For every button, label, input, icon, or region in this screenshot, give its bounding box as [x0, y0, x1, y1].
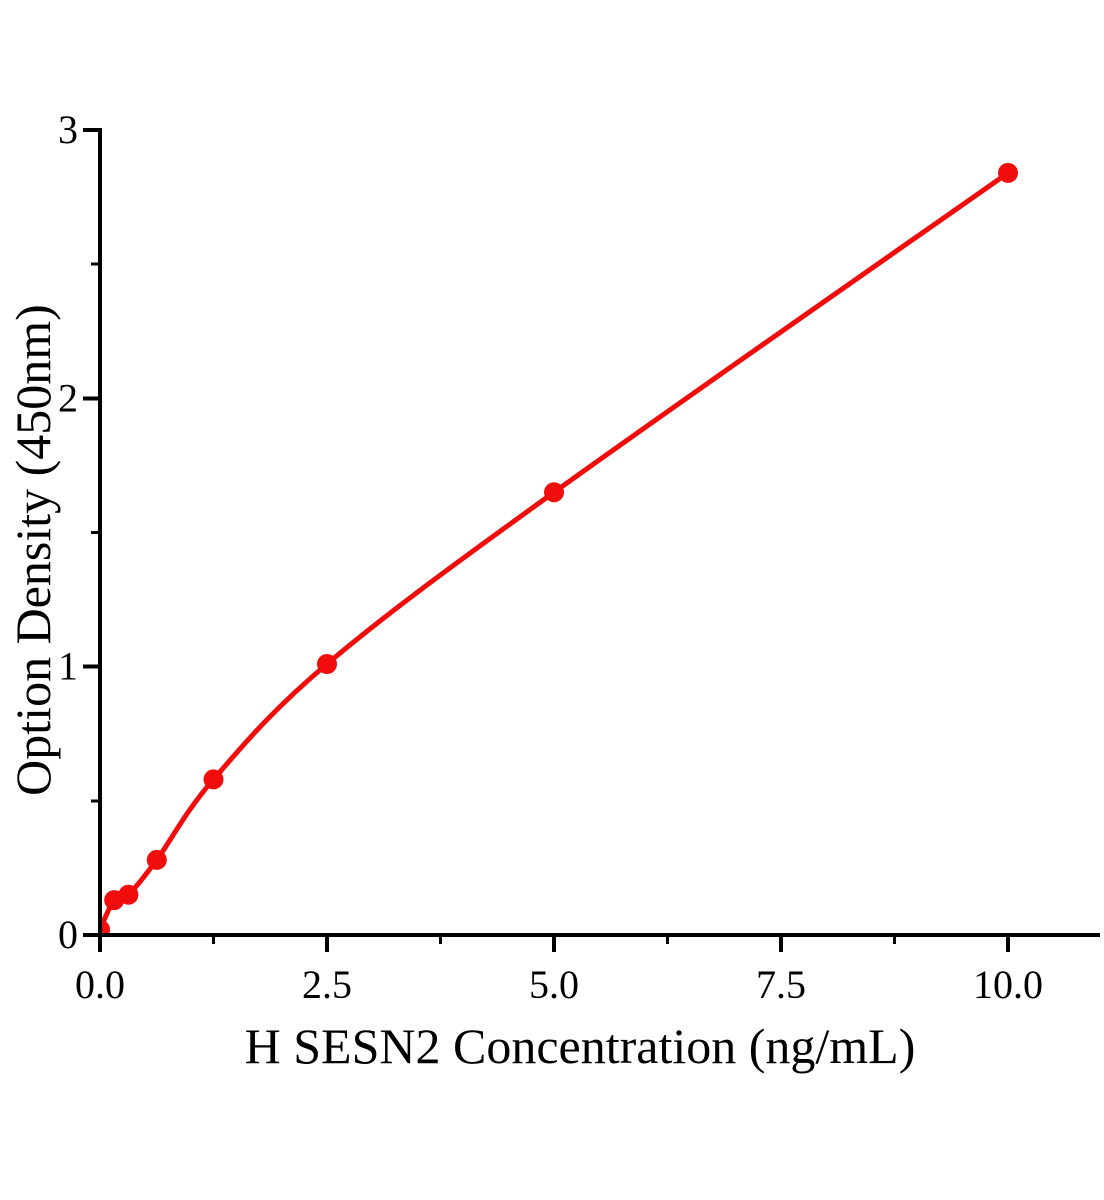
data-point-marker — [317, 654, 337, 674]
data-point-marker — [118, 884, 139, 905]
x-axis-tick-label: 5.0 — [529, 962, 579, 1007]
data-point-marker — [146, 849, 167, 870]
x-axis-tick-label: 7.5 — [756, 962, 806, 1007]
x-axis-tick-label: 2.5 — [302, 962, 352, 1007]
data-point-marker — [998, 162, 1018, 183]
x-axis-tick-label: 0.0 — [75, 962, 125, 1007]
data-point-marker — [544, 482, 564, 503]
y-axis-tick-label: 3 — [58, 107, 78, 152]
y-axis-tick-label: 0 — [58, 912, 78, 957]
y-axis-tick-label: 2 — [58, 375, 78, 420]
axes-layer: 0.0 2.5 5.0 7.5 10.0 0 1 2 3 — [58, 107, 1100, 1007]
x-axis-title: H SESN2 Concentration (ng/mL) — [245, 1018, 916, 1074]
y-axis-tick-label: 1 — [58, 644, 78, 689]
x-axis-tick-label: 10.0 — [973, 962, 1043, 1007]
data-point-marker — [203, 769, 224, 790]
data-point-marker — [102, 919, 110, 933]
series-layer — [102, 162, 1018, 933]
y-axis-title: Option Density (450nm) — [5, 304, 61, 796]
fitted-curve-line — [102, 170, 1011, 932]
